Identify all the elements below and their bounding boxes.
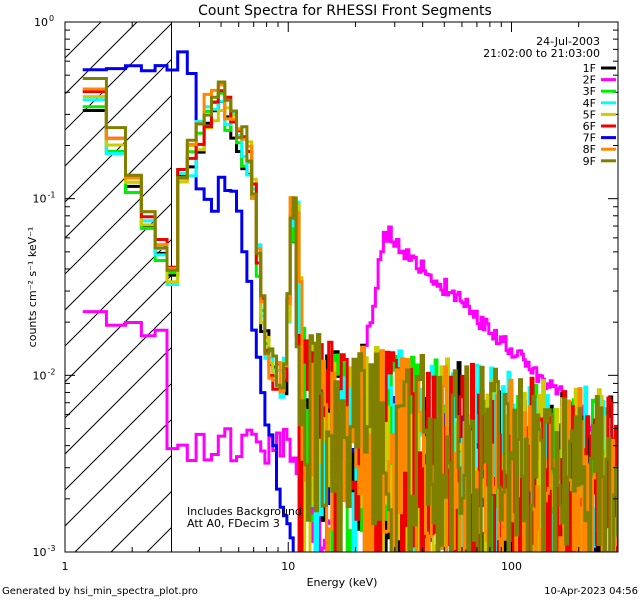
- series-line-9F: [82, 77, 618, 552]
- annotation-attenuator: Att A0, FDecim 3: [187, 517, 280, 530]
- footer-generated-by: Generated by hsi_min_spectra_plot.pro: [2, 586, 198, 597]
- legend-date: 24-Jul-2003: [536, 35, 600, 48]
- chart-title: Count Spectra for RHESSI Front Segments: [198, 3, 492, 19]
- legend-label: 5F: [583, 108, 596, 121]
- y-axis-label: counts cm⁻² s⁻¹ keV⁻¹: [26, 227, 39, 348]
- annotation-background: Includes Background: [187, 505, 302, 518]
- x-axis: 1 10 100: [62, 22, 619, 573]
- legend-label: 6F: [583, 120, 596, 133]
- series-layer: [82, 50, 618, 552]
- legend-label: 4F: [583, 97, 596, 110]
- legend-time-range: 21:02:00 to 21:03:00: [483, 47, 600, 60]
- legend-label: 3F: [583, 85, 596, 98]
- footer-timestamp: 10-Apr-2023 04:56: [544, 586, 638, 597]
- legend-label: 7F: [583, 132, 596, 145]
- x-tick-label: 1: [62, 560, 69, 573]
- plot-frame: [64, 21, 619, 553]
- legend-label: 8F: [583, 143, 596, 156]
- legend-label: 9F: [583, 155, 596, 168]
- legend-label: 2F: [583, 74, 596, 87]
- x-tick-label: 10: [281, 560, 295, 573]
- legend-label: 1F: [583, 62, 596, 75]
- x-tick-label: 100: [501, 560, 522, 573]
- x-axis-label: Energy (keV): [307, 576, 378, 589]
